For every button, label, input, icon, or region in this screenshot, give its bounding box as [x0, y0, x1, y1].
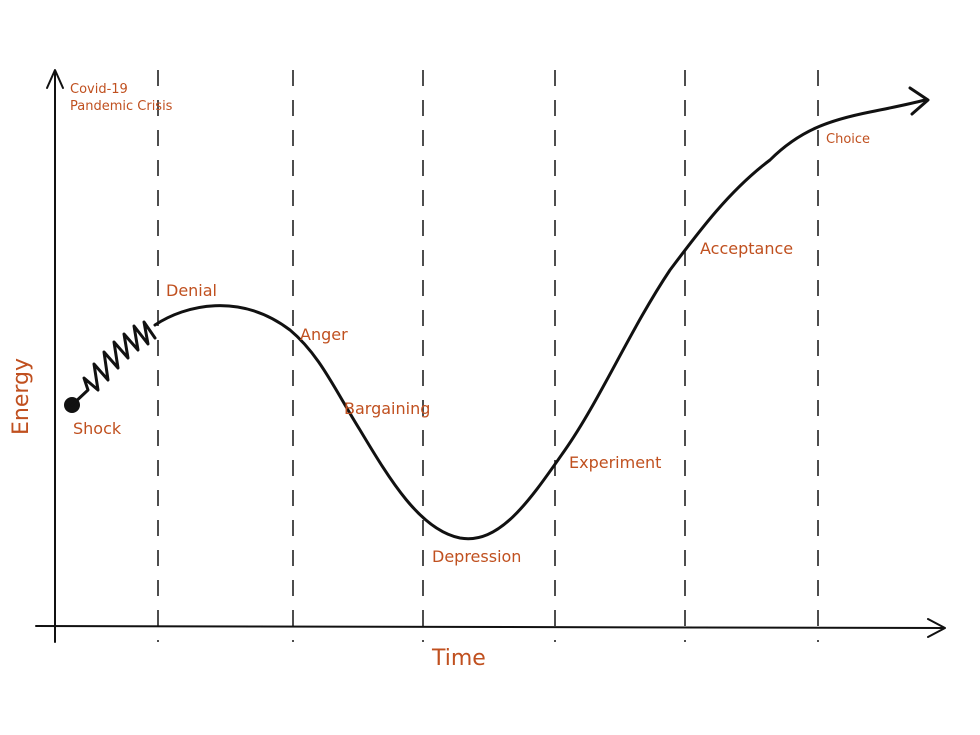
energy-curve [153, 98, 927, 541]
stage-label: Choice [826, 132, 870, 147]
stage-label: Anger [300, 325, 348, 344]
stage-label: Bargaining [344, 399, 430, 418]
stage-label: Depression [432, 547, 521, 566]
curve-arrow [908, 86, 930, 116]
axes [35, 69, 946, 643]
spring [70, 320, 157, 407]
stage-guides [157, 70, 819, 642]
y-axis-label: Energy [9, 358, 34, 435]
x-axis [35, 625, 945, 629]
y-axis-arrow [46, 69, 64, 89]
title-line: Covid-19 [70, 82, 128, 97]
x-axis-label: Time [431, 646, 486, 671]
stage-label: Denial [166, 281, 217, 300]
stage-label: Acceptance [700, 239, 793, 258]
title-line: Pandemic Crisis [70, 99, 173, 114]
stage-label: Shock [73, 419, 122, 438]
x-axis-arrow [927, 618, 946, 638]
stage-label: Experiment [569, 453, 661, 472]
